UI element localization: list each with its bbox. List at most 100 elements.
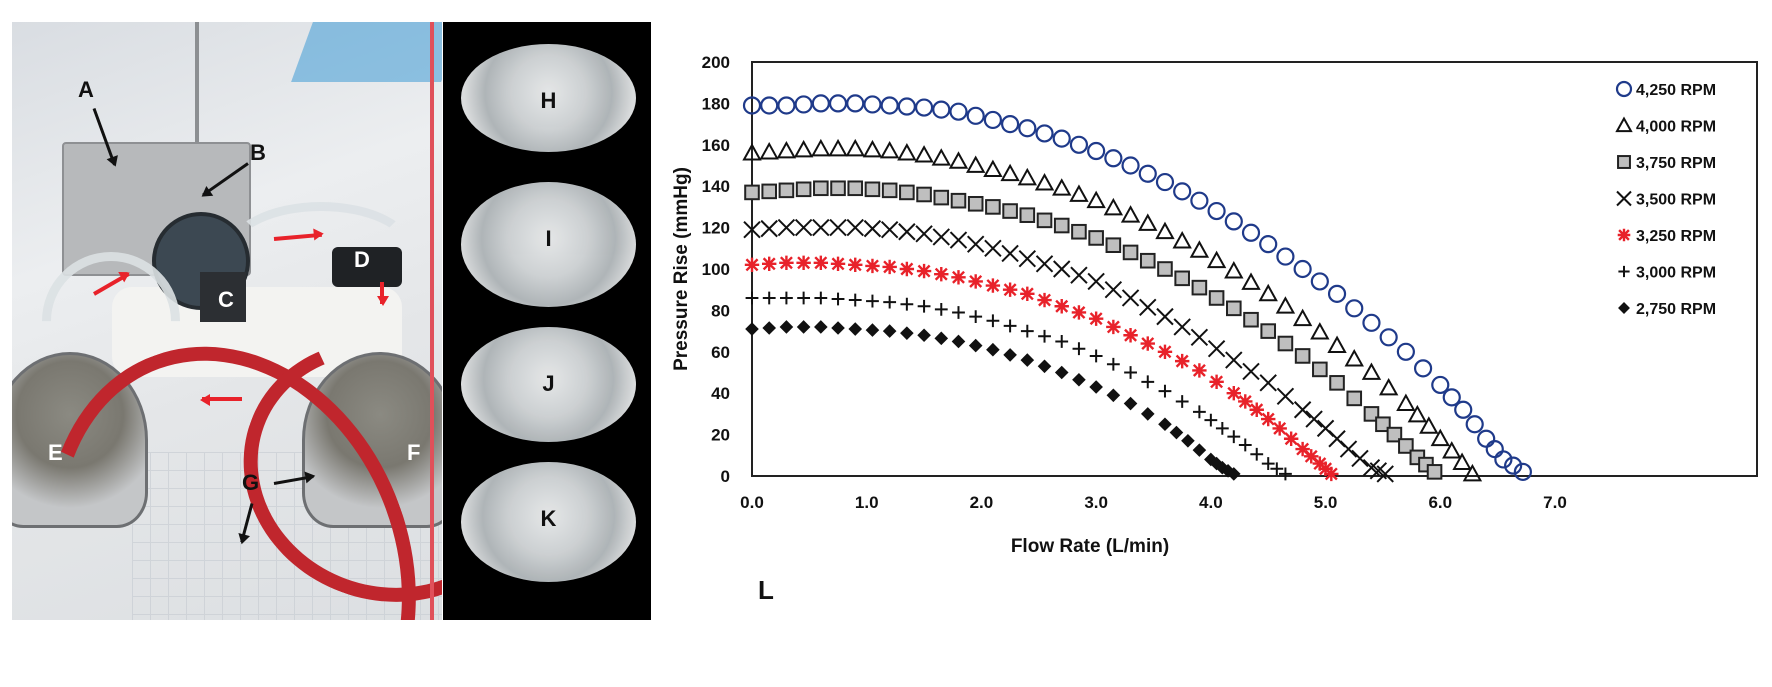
open-circle-marker-icon <box>760 96 779 115</box>
x-marker-icon <box>1376 465 1394 483</box>
series-3750-rpm <box>744 180 1443 480</box>
filled-diamond-marker-icon <box>762 321 777 335</box>
legend-label: 4,000 RPM <box>1636 119 1716 136</box>
x-marker-icon <box>932 228 950 246</box>
asterisk-marker-icon <box>985 278 1001 293</box>
x-marker-icon <box>829 218 847 237</box>
pump-part-k: K <box>461 462 636 582</box>
filled-diamond-marker-icon <box>814 320 828 334</box>
filled-diamond-marker-icon <box>796 320 811 334</box>
filled-diamond-marker-icon <box>1072 372 1086 387</box>
filled-diamond-marker-icon <box>745 322 759 336</box>
x-marker-icon <box>1293 401 1312 419</box>
y-tick-label: 120 <box>702 219 730 238</box>
open-triangle-marker-icon <box>1069 184 1089 202</box>
asterisk-marker-icon <box>934 266 949 282</box>
plus-marker-icon <box>745 291 759 305</box>
open-circle-marker-icon <box>1362 313 1381 332</box>
open-triangle-marker-icon <box>1189 240 1210 258</box>
gray-square-marker-icon <box>1243 311 1259 328</box>
open-circle-marker-icon <box>1207 201 1226 221</box>
filled-diamond-marker-icon <box>1037 359 1052 374</box>
legend-label: 3,500 RPM <box>1636 192 1716 209</box>
open-circle-marker-icon <box>1104 149 1123 168</box>
x-marker-icon <box>1156 307 1174 326</box>
chart-series <box>742 94 1532 483</box>
x-marker-icon <box>949 231 968 249</box>
open-triangle-marker-icon <box>1138 213 1158 231</box>
plus-marker-icon <box>1020 324 1034 338</box>
gray-square-marker-icon <box>744 184 760 201</box>
legend-label: 3,250 RPM <box>1636 228 1716 245</box>
gray-square-marker-icon <box>1398 438 1414 454</box>
gray-square-marker-icon <box>1226 300 1242 317</box>
filled-diamond-marker-icon <box>1618 302 1630 314</box>
x-marker-icon <box>1035 255 1054 273</box>
open-triangle-marker-icon <box>1000 163 1020 182</box>
gray-square-marker-icon <box>1157 261 1173 277</box>
open-circle-marker-icon <box>966 106 985 125</box>
plus-marker-icon <box>934 302 948 316</box>
asterisk-marker-icon <box>1272 421 1287 436</box>
asterisk-marker-icon <box>1226 386 1241 401</box>
asterisk-marker-icon <box>1192 363 1207 378</box>
label-j: J <box>542 371 555 396</box>
red-wire <box>430 22 434 620</box>
open-triangle-marker-icon <box>1258 283 1278 302</box>
x-tick-label: 7.0 <box>1543 493 1567 512</box>
open-triangle-marker-icon <box>1241 272 1261 290</box>
asterisk-marker-icon <box>1157 344 1173 359</box>
y-tick-label: 160 <box>702 136 730 155</box>
plus-marker-icon <box>917 299 931 313</box>
asterisk-marker-icon <box>1071 305 1087 320</box>
open-triangle-marker-icon <box>965 155 986 173</box>
filled-diamond-marker-icon <box>1158 417 1172 432</box>
x-marker-icon <box>915 225 933 243</box>
open-triangle-marker-icon <box>742 143 762 161</box>
x-marker-icon <box>1139 298 1157 317</box>
open-triangle-marker-icon <box>1172 230 1192 249</box>
open-circle-marker-icon <box>932 100 951 119</box>
open-triangle-marker-icon <box>1344 348 1364 367</box>
asterisk-marker-icon <box>1295 441 1310 457</box>
plus-marker-icon <box>1158 384 1172 398</box>
chart-axes: 0 20 40 60 80 100 120 140 160 180 200 0.0 1.0 2.0 3.0 4… <box>702 53 1758 512</box>
gray-square-marker-icon <box>950 192 967 209</box>
plus-marker-icon <box>1141 375 1155 389</box>
open-triangle-marker-icon <box>862 139 883 158</box>
legend-item: 4,250 RPM <box>1615 80 1716 99</box>
series-3000-rpm <box>745 291 1292 481</box>
label-c: C <box>218 287 234 312</box>
gray-square-marker-icon <box>1002 203 1018 219</box>
x-marker-icon <box>1242 362 1260 381</box>
asterisk-marker-icon <box>1174 353 1190 369</box>
gray-square-marker-icon <box>830 180 846 197</box>
open-triangle-marker-icon <box>793 139 814 158</box>
x-marker-icon <box>1121 289 1140 307</box>
filled-diamond-marker-icon <box>1054 365 1069 380</box>
plus-marker-icon <box>1279 467 1292 481</box>
gray-square-marker-icon <box>1346 390 1363 407</box>
label-a: A <box>78 77 94 102</box>
x-marker-icon <box>743 220 761 239</box>
open-circle-marker-icon <box>914 98 934 117</box>
legend-item: 2,750 RPM <box>1618 301 1716 318</box>
plus-marker-icon <box>1261 457 1275 470</box>
open-circle-marker-icon <box>880 96 899 115</box>
open-triangle-marker-icon <box>828 138 848 157</box>
gray-square-marker-icon <box>933 189 950 206</box>
open-triangle-marker-icon <box>1155 221 1175 240</box>
plus-marker-icon <box>762 291 776 305</box>
asterisk-marker-icon <box>1249 402 1264 417</box>
open-circle-marker-icon <box>777 96 796 115</box>
open-triangle-marker-icon <box>931 148 951 166</box>
asterisk-marker-icon <box>1209 374 1224 390</box>
open-circle-marker-icon <box>1494 450 1513 469</box>
gray-square-marker-icon <box>1208 290 1225 306</box>
plus-marker-icon <box>1003 319 1017 333</box>
asterisk-marker-icon <box>1304 449 1319 464</box>
gray-square-marker-icon <box>1071 223 1087 240</box>
open-circle-marker-icon <box>811 94 830 113</box>
x-marker-icon <box>898 223 916 241</box>
y-tick-label: 80 <box>711 301 730 320</box>
